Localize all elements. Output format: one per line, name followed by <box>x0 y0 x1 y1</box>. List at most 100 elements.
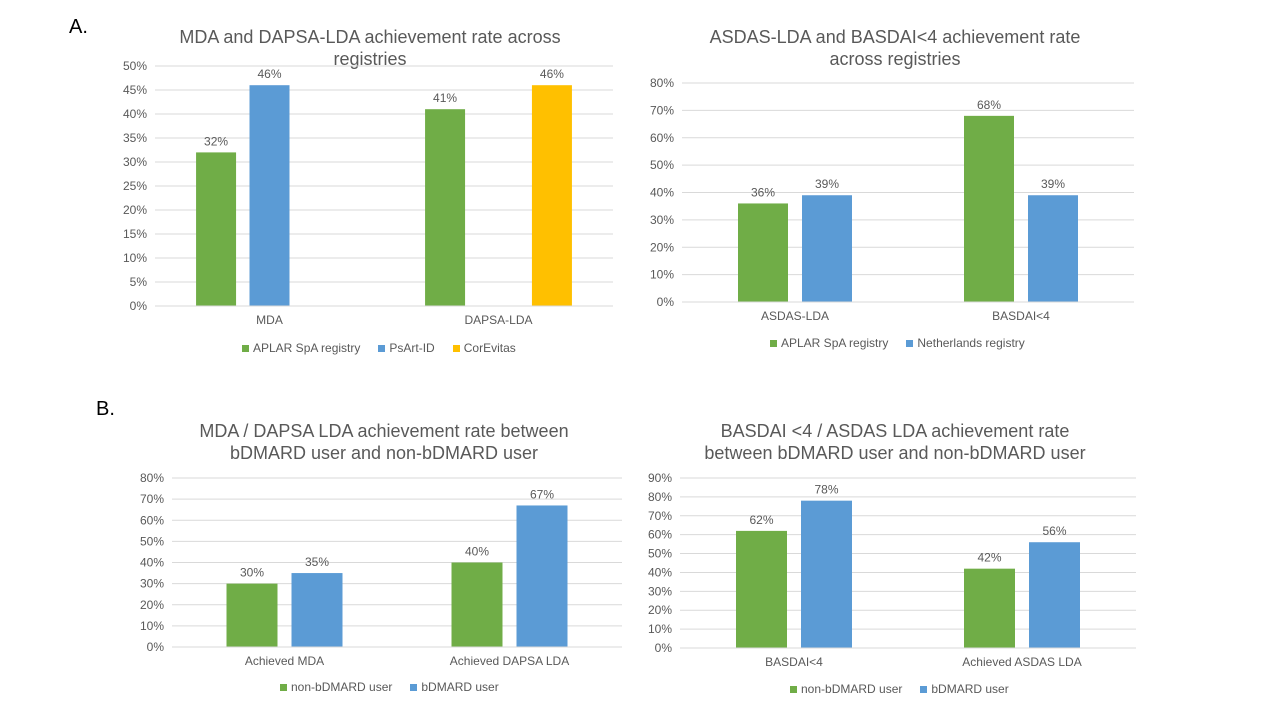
y-tick-label: 10% <box>648 622 672 636</box>
x-tick-label: Achieved MDA <box>245 654 324 668</box>
bar <box>249 85 290 306</box>
legend-label: Netherlands registry <box>917 336 1025 350</box>
bar <box>196 152 237 306</box>
legend-label: non-bDMARD user <box>801 682 903 696</box>
y-tick-label: 40% <box>123 107 147 121</box>
data-label: 41% <box>433 91 457 105</box>
data-label: 32% <box>204 134 228 148</box>
data-label: 68% <box>977 98 1001 112</box>
data-label: 39% <box>1041 177 1065 191</box>
y-tick-label: 50% <box>123 59 147 73</box>
chart-1-title: MDA and DAPSA-LDA achievement rate acros… <box>150 26 590 70</box>
data-label: 39% <box>815 177 839 191</box>
legend-item: non-bDMARD user <box>280 680 392 694</box>
data-label: 46% <box>540 67 564 81</box>
y-tick-label: 0% <box>147 640 165 654</box>
data-label: 30% <box>240 566 264 580</box>
bar <box>425 109 466 306</box>
legend-label: PsArt-ID <box>389 341 435 355</box>
data-label: 36% <box>751 185 775 199</box>
legend-item: bDMARD user <box>410 680 499 694</box>
data-label: 46% <box>257 67 281 81</box>
bar <box>451 562 503 647</box>
y-tick-label: 70% <box>650 103 674 117</box>
legend-label: APLAR SpA registry <box>253 341 361 355</box>
chart-4-title-line-1: BASDAI <4 / ASDAS LDA achievement rate <box>720 421 1070 441</box>
y-tick-label: 10% <box>140 619 164 633</box>
chart-3-legend: non-bDMARD user bDMARD user <box>280 680 499 694</box>
y-tick-label: 15% <box>123 227 147 241</box>
y-tick-label: 30% <box>123 155 147 169</box>
y-tick-label: 80% <box>650 76 674 90</box>
legend-item: Netherlands registry <box>906 336 1025 350</box>
chart-2-legend: APLAR SpA registry Netherlands registry <box>770 336 1025 350</box>
y-tick-label: 80% <box>648 490 672 504</box>
y-tick-label: 20% <box>650 240 674 254</box>
y-tick-label: 50% <box>140 534 164 548</box>
y-tick-label: 20% <box>648 603 672 617</box>
bar <box>802 195 852 302</box>
x-tick-label: BASDAI<4 <box>765 655 823 669</box>
legend-swatch <box>452 344 460 352</box>
y-tick-label: 10% <box>650 268 674 282</box>
bar <box>964 568 1015 648</box>
y-tick-label: 70% <box>648 509 672 523</box>
x-tick-label: BASDAI<4 <box>992 309 1050 323</box>
chart-4-title: BASDAI <4 / ASDAS LDA achievement rate b… <box>675 420 1115 464</box>
y-tick-label: 40% <box>648 565 672 579</box>
y-tick-label: 80% <box>140 471 164 485</box>
x-tick-label: Achieved ASDAS LDA <box>962 655 1081 669</box>
legend-swatch <box>920 685 928 693</box>
chart-1-legend: APLAR SpA registry PsArt-ID CorEvitas <box>242 341 516 355</box>
y-tick-label: 60% <box>648 528 672 542</box>
y-tick-label: 70% <box>140 492 164 506</box>
chart-2-title-line-1: ASDAS-LDA and BASDAI<4 achievement rate <box>709 27 1081 47</box>
y-tick-label: 10% <box>123 251 147 265</box>
y-tick-label: 50% <box>648 547 672 561</box>
legend-label: APLAR SpA registry <box>781 336 889 350</box>
data-label: 67% <box>530 487 554 501</box>
legend-item: PsArt-ID <box>378 341 435 355</box>
y-tick-label: 0% <box>655 641 673 655</box>
chart-1-title-line-1: MDA and DAPSA-LDA achievement rate acros… <box>179 27 561 47</box>
y-tick-label: 40% <box>650 186 674 200</box>
y-tick-label: 30% <box>650 213 674 227</box>
y-tick-label: 60% <box>650 131 674 145</box>
chart-4-legend: non-bDMARD user bDMARD user <box>790 682 1009 696</box>
legend-swatch <box>280 683 287 691</box>
x-tick-label: ASDAS-LDA <box>761 309 829 323</box>
data-label: 40% <box>465 545 489 559</box>
chart-3-title-line-2: bDMARD user and non-bDMARD user <box>229 443 539 463</box>
bar <box>516 505 568 647</box>
legend-label: bDMARD user <box>421 680 499 694</box>
y-tick-label: 30% <box>648 584 672 598</box>
chart-2-title-line-2: across registries <box>829 49 961 69</box>
bar <box>736 530 787 648</box>
legend-item: non-bDMARD user <box>790 682 902 696</box>
bar <box>226 583 278 647</box>
bar <box>531 85 572 306</box>
x-tick-label: MDA <box>256 313 283 327</box>
y-tick-label: 20% <box>140 598 164 612</box>
panel-label-a: A. <box>69 16 88 38</box>
chart-2-title: ASDAS-LDA and BASDAI<4 achievement rate … <box>675 26 1115 70</box>
bar <box>1029 542 1080 648</box>
data-label: 78% <box>814 483 838 497</box>
legend-swatch <box>378 344 386 352</box>
y-tick-label: 60% <box>140 513 164 527</box>
legend-item: bDMARD user <box>920 682 1009 696</box>
y-tick-label: 35% <box>123 131 147 145</box>
y-tick-label: 25% <box>123 179 147 193</box>
legend-swatch <box>770 339 777 347</box>
legend-swatch <box>790 685 797 693</box>
data-label: 42% <box>977 551 1001 565</box>
legend-swatch <box>410 683 418 691</box>
y-tick-label: 0% <box>130 299 148 313</box>
x-tick-label: Achieved DAPSA LDA <box>450 654 569 668</box>
chart-3-title: MDA / DAPSA LDA achievement rate between… <box>164 420 604 464</box>
y-tick-label: 30% <box>140 577 164 591</box>
legend-item: CorEvitas <box>452 341 516 355</box>
